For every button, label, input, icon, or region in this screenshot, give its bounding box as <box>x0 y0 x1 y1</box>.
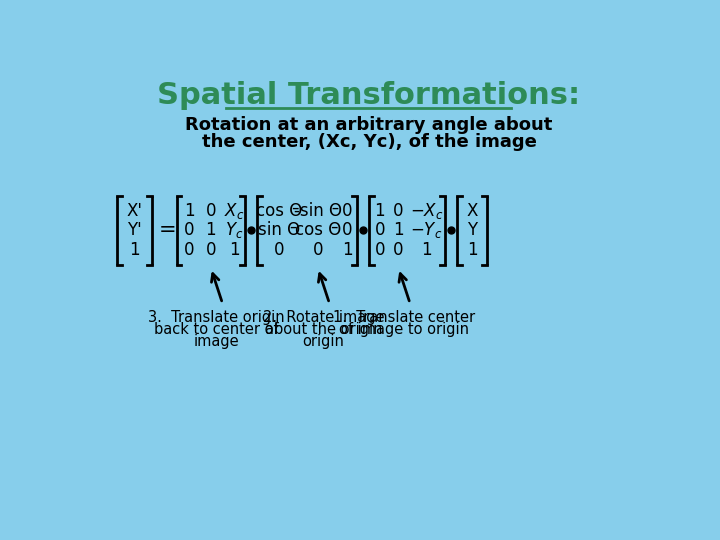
Text: Y': Y' <box>127 221 142 239</box>
Text: 1: 1 <box>421 241 432 259</box>
Text: origin: origin <box>302 334 344 349</box>
Text: of image to origin: of image to origin <box>339 322 469 337</box>
Text: 1: 1 <box>342 241 353 259</box>
Text: $Y_c$: $Y_c$ <box>225 220 243 240</box>
Text: 0: 0 <box>206 241 216 259</box>
Text: $-X_c$: $-X_c$ <box>410 201 443 221</box>
Text: =: = <box>158 220 176 240</box>
Text: X: X <box>467 202 478 220</box>
Text: Y: Y <box>467 221 477 239</box>
Text: 3.  Translate origin: 3. Translate origin <box>148 309 284 325</box>
Text: 0: 0 <box>312 241 323 259</box>
Text: $X_c$: $X_c$ <box>224 201 244 221</box>
Text: 0: 0 <box>374 241 385 259</box>
Text: 0: 0 <box>393 241 404 259</box>
Text: 0: 0 <box>342 202 353 220</box>
Text: -sin Θ: -sin Θ <box>294 202 342 220</box>
Text: $-Y_c$: $-Y_c$ <box>410 220 443 240</box>
Text: sin Θ: sin Θ <box>258 221 300 239</box>
Text: Rotation at an arbitrary angle about: Rotation at an arbitrary angle about <box>185 116 553 134</box>
Text: X': X' <box>127 202 143 220</box>
Text: about the origin: about the origin <box>264 322 382 337</box>
Text: 0: 0 <box>206 202 216 220</box>
Text: 1: 1 <box>229 241 240 259</box>
Text: 1.  Translate center: 1. Translate center <box>333 309 475 325</box>
Text: 0: 0 <box>184 241 194 259</box>
Text: 0: 0 <box>393 202 404 220</box>
Text: 2.  Rotate image: 2. Rotate image <box>263 309 384 325</box>
Text: 1: 1 <box>467 241 477 259</box>
Text: 1: 1 <box>184 202 194 220</box>
Text: Spatial Transformations:: Spatial Transformations: <box>158 81 580 110</box>
Text: 1: 1 <box>130 241 140 259</box>
Text: the center, (Xc, Yc), of the image: the center, (Xc, Yc), of the image <box>202 133 536 151</box>
Text: cos Θ: cos Θ <box>294 221 341 239</box>
Text: 1: 1 <box>206 221 216 239</box>
Text: 0: 0 <box>274 241 284 259</box>
Text: back to center of: back to center of <box>154 322 279 337</box>
Text: cos Θ: cos Θ <box>256 202 302 220</box>
Text: image: image <box>194 334 239 349</box>
Text: 1: 1 <box>393 221 404 239</box>
Text: 0: 0 <box>374 221 385 239</box>
Text: 0: 0 <box>342 221 353 239</box>
Text: 1: 1 <box>374 202 385 220</box>
Text: 0: 0 <box>184 221 194 239</box>
